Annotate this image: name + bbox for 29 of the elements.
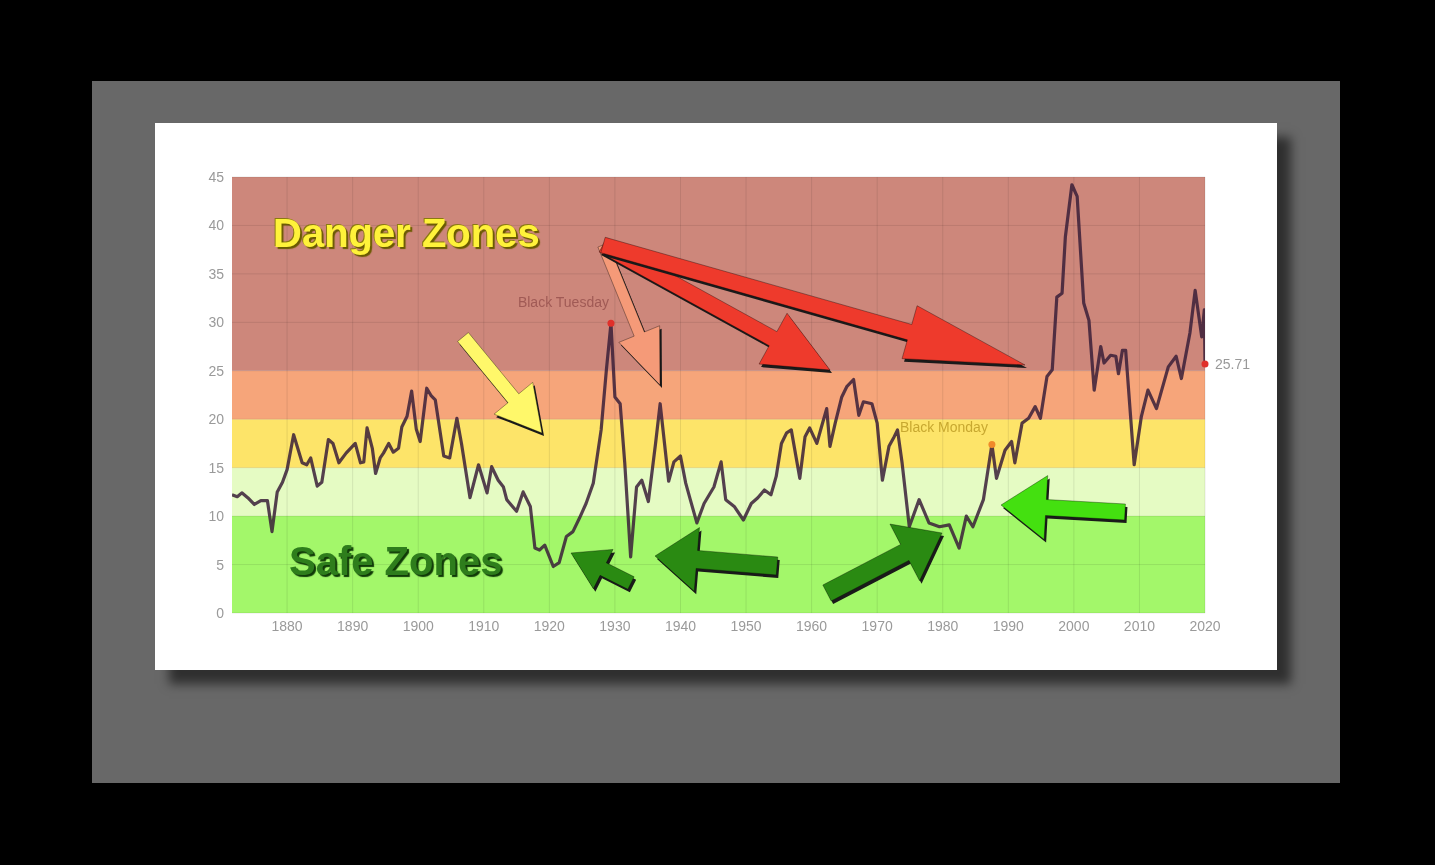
- y-tick-label: 10: [208, 508, 225, 525]
- x-tick-label: 2000: [1058, 617, 1090, 634]
- x-tick-label: 1940: [664, 617, 697, 634]
- x-tick-label: 1980: [927, 617, 959, 634]
- annotation: Black Monday: [899, 419, 988, 436]
- x-tick-label: 1910: [468, 617, 500, 634]
- annotation: Safe Zones: [289, 539, 503, 584]
- y-tick-label: 45: [208, 168, 225, 185]
- y-tick-label: 20: [208, 411, 225, 428]
- annotation: 25.71: [1215, 355, 1251, 372]
- annotation: Danger Zones: [273, 211, 540, 256]
- y-tick-label: 35: [208, 265, 225, 282]
- x-tick-label: 1990: [992, 617, 1025, 634]
- y-tick-label: 25: [208, 362, 225, 379]
- y-tick-label: 15: [208, 459, 225, 476]
- y-tick-label: 30: [208, 314, 225, 331]
- x-tick-label: 1920: [533, 617, 566, 634]
- x-tick-label: 1880: [271, 617, 303, 634]
- x-tick-label: 1960: [796, 617, 828, 634]
- y-tick-label: 5: [216, 556, 225, 573]
- x-tick-label: 2020: [1189, 617, 1221, 634]
- x-tick-label: 1950: [730, 617, 762, 634]
- x-tick-label: 2010: [1123, 617, 1156, 634]
- x-tick-label: 1930: [599, 617, 631, 634]
- x-tick-label: 1890: [337, 617, 369, 634]
- x-tick-label: 1900: [402, 617, 434, 634]
- x-tick-label: 1970: [861, 617, 893, 634]
- y-tick-label: 0: [216, 604, 225, 621]
- y-tick-label: 40: [208, 217, 225, 234]
